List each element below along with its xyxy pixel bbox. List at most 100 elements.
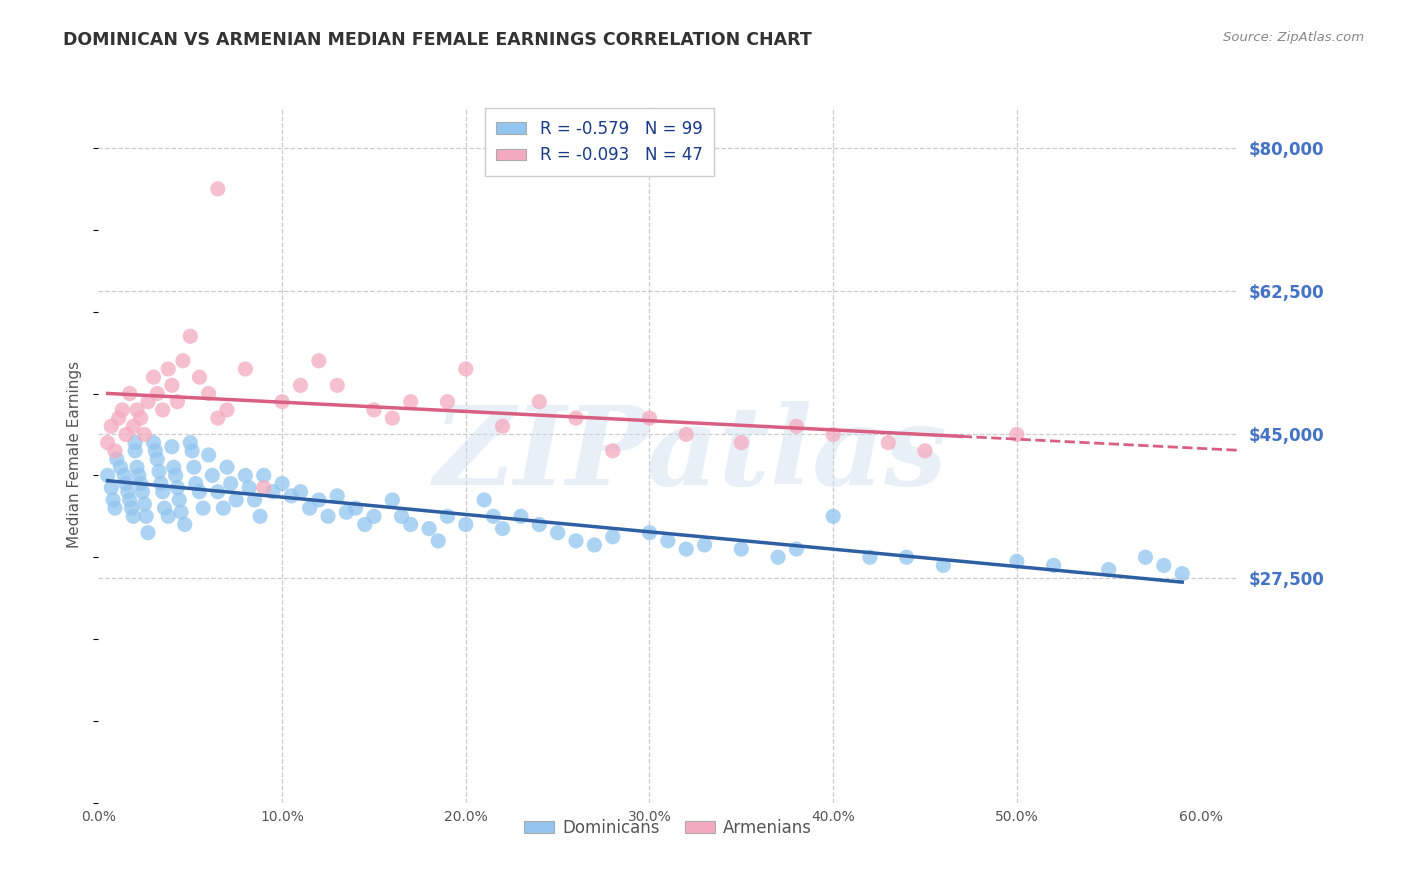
Point	[785, 419, 807, 434]
Point	[118, 492, 141, 507]
Point	[529, 394, 551, 409]
Point	[785, 542, 807, 557]
Point	[253, 468, 276, 483]
Point	[112, 468, 135, 483]
Point	[160, 440, 183, 454]
Point	[100, 419, 122, 434]
Point	[181, 443, 204, 458]
Point	[157, 362, 180, 376]
Point	[1153, 558, 1175, 573]
Point	[238, 481, 260, 495]
Point	[249, 509, 271, 524]
Point	[235, 468, 257, 483]
Point	[235, 362, 257, 376]
Point	[253, 481, 276, 495]
Point	[381, 492, 404, 507]
Text: ZIPatlas: ZIPatlas	[433, 401, 948, 508]
Point	[877, 435, 900, 450]
Point	[136, 525, 159, 540]
Point	[472, 492, 495, 507]
Point	[115, 476, 138, 491]
Point	[529, 517, 551, 532]
Point	[491, 522, 513, 536]
Point	[547, 525, 569, 540]
Point	[124, 435, 146, 450]
Point	[565, 533, 588, 548]
Point	[399, 394, 422, 409]
Point	[148, 464, 170, 478]
Point	[391, 509, 413, 524]
Point	[1042, 558, 1064, 573]
Point	[675, 427, 697, 442]
Point	[134, 427, 156, 442]
Text: DOMINICAN VS ARMENIAN MEDIAN FEMALE EARNINGS CORRELATION CHART: DOMINICAN VS ARMENIAN MEDIAN FEMALE EARN…	[63, 31, 813, 49]
Point	[271, 476, 294, 491]
Point	[118, 386, 141, 401]
Point	[136, 394, 159, 409]
Point	[1005, 554, 1028, 568]
Point	[335, 505, 357, 519]
Point	[418, 522, 440, 536]
Point	[509, 509, 531, 524]
Point	[160, 378, 183, 392]
Point	[399, 517, 422, 532]
Point	[124, 443, 146, 458]
Point	[197, 448, 219, 462]
Point	[1135, 550, 1157, 565]
Point	[129, 476, 152, 491]
Point	[316, 509, 339, 524]
Point	[163, 460, 186, 475]
Point	[298, 501, 321, 516]
Point	[142, 435, 165, 450]
Point	[166, 394, 188, 409]
Point	[262, 484, 284, 499]
Point	[454, 362, 477, 376]
Point	[100, 481, 122, 495]
Point	[146, 452, 169, 467]
Point	[823, 509, 845, 524]
Point	[110, 460, 132, 475]
Point	[153, 501, 176, 516]
Point	[482, 509, 505, 524]
Point	[134, 497, 156, 511]
Point	[638, 411, 661, 425]
Point	[243, 492, 266, 507]
Point	[602, 530, 624, 544]
Point	[1098, 562, 1121, 576]
Point	[290, 484, 312, 499]
Point	[197, 386, 219, 401]
Point	[219, 476, 242, 491]
Point	[1171, 566, 1194, 581]
Point	[125, 460, 148, 475]
Point	[97, 435, 120, 450]
Point	[152, 403, 174, 417]
Point	[932, 558, 955, 573]
Point	[565, 411, 588, 425]
Point	[149, 476, 172, 491]
Point	[145, 443, 167, 458]
Point	[107, 411, 129, 425]
Point	[129, 411, 152, 425]
Legend: Dominicans, Armenians: Dominicans, Armenians	[517, 812, 818, 843]
Point	[823, 427, 845, 442]
Point	[152, 484, 174, 499]
Point	[602, 443, 624, 458]
Point	[363, 509, 385, 524]
Point	[101, 492, 124, 507]
Point	[191, 501, 214, 516]
Point	[173, 517, 195, 532]
Point	[184, 476, 207, 491]
Point	[693, 538, 716, 552]
Point	[207, 182, 229, 196]
Point	[170, 505, 193, 519]
Point	[381, 411, 404, 425]
Point	[157, 509, 180, 524]
Point	[766, 550, 789, 565]
Point	[104, 501, 127, 516]
Point	[122, 509, 145, 524]
Point	[638, 525, 661, 540]
Point	[121, 501, 143, 516]
Point	[188, 484, 211, 499]
Point	[142, 370, 165, 384]
Point	[172, 353, 194, 368]
